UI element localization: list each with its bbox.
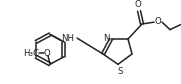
Text: O: O [44,49,50,58]
Text: H₃C: H₃C [23,49,39,58]
Text: N: N [103,34,109,43]
Text: S: S [117,67,123,76]
Text: O: O [135,0,141,9]
Text: NH: NH [62,34,75,43]
Text: O: O [155,17,161,26]
